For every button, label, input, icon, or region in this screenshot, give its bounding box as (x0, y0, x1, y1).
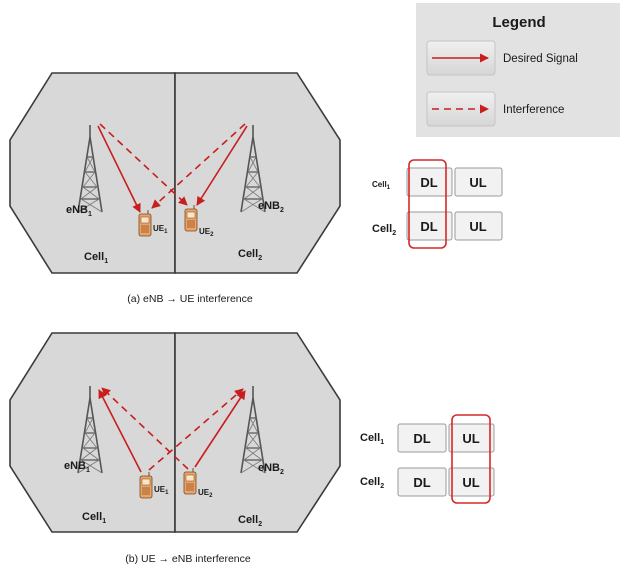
b-ue2-phone-icon (183, 467, 197, 495)
b-ue1-enb1-desired-arrow (98, 389, 142, 473)
a-enb2-ue1-interference-arrow (151, 123, 246, 209)
b-ue1-enb2-interference-arrow (148, 388, 244, 471)
a-enb2-label: eNB2 (258, 200, 284, 214)
b-ue2-enb1-interference-arrow (101, 387, 189, 470)
b-ue1-label: UE1 (154, 485, 169, 496)
b-caption: (b) UE → eNB interference (125, 553, 251, 565)
b-row2-label: Cell2 (360, 476, 384, 490)
a-row1-ul-cell (454, 167, 503, 197)
b-enb2-label: eNB2 (258, 462, 284, 476)
a-dlul-table: Cell1 Cell2 DL UL DL UL (372, 159, 503, 249)
a-row2-label: Cell2 (372, 223, 396, 237)
b-cell2-label: Cell2 (238, 514, 262, 528)
b-row1-dl-text: DL (413, 431, 430, 446)
panel-b: eNB1 eNB2 UE1 UE2 Cell1 Cell2 (b) UE → e… (9, 332, 495, 565)
b-ul-highlight (451, 414, 491, 504)
a-row2-ul-text: UL (469, 219, 486, 234)
legend: Legend Desired Signal Interference (416, 3, 620, 137)
a-enb1-ue2-interference-arrow (99, 123, 188, 206)
cell-1-hexagon (9, 72, 176, 274)
b-ue2-label: UE2 (198, 488, 213, 499)
b-row2-dl-text: DL (413, 475, 430, 490)
b-row1-dl-cell (397, 423, 447, 453)
a-row1-ul-text: UL (469, 175, 486, 190)
a-cell2-label: Cell2 (238, 248, 262, 262)
b-row2-ul-text: UL (462, 475, 479, 490)
a-row1-dl-cell (406, 167, 453, 197)
a-cell1-label: Cell1 (84, 251, 108, 265)
a-row2-ul-cell (454, 211, 503, 241)
a-ue1-label: UE1 (153, 224, 168, 235)
a-enb1-ue1-desired-arrow (97, 125, 141, 213)
ue1-phone-icon (138, 209, 152, 237)
b-row2-dl-cell (397, 467, 447, 497)
b-dlul-table: Cell1 Cell2 DL UL DL UL (360, 414, 495, 504)
b-row1-label: Cell1 (360, 432, 384, 446)
legend-desired-label: Desired Signal (503, 53, 578, 65)
a-row1-label: Cell1 (372, 180, 391, 191)
a-enb1-label: eNB1 (66, 204, 92, 218)
a-enb2-ue2-desired-arrow (196, 125, 248, 206)
b-ue2-enb2-desired-arrow (194, 390, 246, 468)
b-row1-ul-cell (448, 423, 495, 453)
a-row2-dl-cell (406, 211, 453, 241)
legend-title: Legend (492, 14, 545, 31)
ue2-phone-icon (184, 204, 198, 232)
a-row2-dl-text: DL (420, 219, 437, 234)
panel-a: eNB1 eNB2 UE1 UE2 Cell1 Cell2 (a) eNB → … (9, 72, 503, 305)
b-enb1-label: eNB1 (64, 460, 90, 474)
a-dl-highlight (408, 159, 447, 249)
b-ue1-phone-icon (139, 471, 153, 499)
a-ue2-label: UE2 (199, 227, 214, 238)
a-row1-dl-text: DL (420, 175, 437, 190)
b-cell1-label: Cell1 (82, 511, 106, 525)
b-row2-ul-cell (448, 467, 495, 497)
legend-interference-label: Interference (503, 104, 564, 116)
a-caption: (a) eNB → UE interference (127, 293, 253, 305)
b-row1-ul-text: UL (462, 431, 479, 446)
